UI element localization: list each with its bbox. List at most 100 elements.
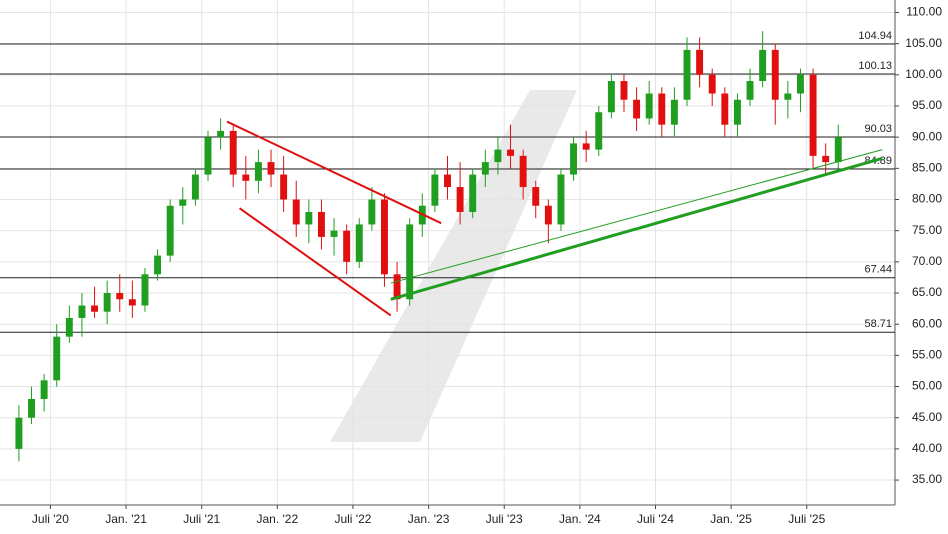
candle-body [595, 112, 603, 150]
x-tick-label: Jan. '25 [710, 512, 752, 526]
candle-body [683, 49, 691, 100]
x-tick-label: Jan. '22 [256, 512, 298, 526]
candle-body [355, 224, 363, 262]
trend-line [238, 207, 392, 317]
candle-body [746, 81, 754, 100]
candle-body [822, 155, 830, 163]
y-tick-label: 100.00 [905, 67, 942, 81]
candle-body [570, 143, 578, 175]
y-tick-label: 65.00 [912, 285, 942, 299]
candle-body [280, 174, 288, 200]
candle-body [191, 174, 199, 200]
y-tick-label: 80.00 [912, 192, 942, 206]
x-tick-label: Juli '22 [334, 512, 371, 526]
x-tick-label: Juli '25 [788, 512, 825, 526]
candle-body [431, 174, 439, 206]
candle-body [204, 137, 212, 175]
candle-body [65, 317, 73, 337]
candle-body [217, 130, 225, 138]
candle-body [368, 199, 376, 225]
candle-body [670, 99, 678, 125]
candle-body [343, 230, 351, 262]
candle-body [771, 49, 779, 100]
x-tick-label: Juli '24 [637, 512, 674, 526]
candle-body [393, 274, 401, 300]
candle-body [532, 187, 540, 206]
trend-line [390, 149, 883, 284]
candle-body [519, 155, 527, 188]
candle-body [166, 205, 174, 256]
x-tick-label: Juli '23 [486, 512, 523, 526]
candle-body [406, 224, 414, 300]
candle-body [507, 149, 514, 156]
candle-body [796, 74, 804, 94]
candle-body [557, 174, 565, 225]
candle-body [15, 417, 23, 449]
y-tick-label: 90.00 [912, 129, 942, 143]
x-tick-label: Juli '21 [183, 512, 220, 526]
candle-body [607, 81, 615, 113]
candle-body [242, 174, 250, 181]
trend-line [226, 120, 442, 225]
candle-body [116, 293, 124, 300]
candle-body [292, 199, 300, 225]
x-tick-label: Jan. '21 [105, 512, 147, 526]
y-tick-label: 110.00 [906, 5, 942, 19]
candle-body [759, 49, 767, 82]
candle-body [733, 99, 741, 125]
candle-body [696, 49, 704, 75]
candle-body [254, 162, 262, 181]
level-label: 100.13 [858, 60, 892, 72]
level-label: 104.94 [858, 30, 892, 42]
y-tick-label: 60.00 [912, 316, 942, 330]
candle-body [620, 81, 628, 100]
y-tick-label: 70.00 [912, 254, 942, 268]
candle-body [381, 199, 388, 275]
level-label: 90.03 [864, 123, 892, 135]
candle-body [708, 74, 716, 94]
y-tick-label: 75.00 [912, 223, 942, 237]
candle-body [154, 255, 162, 275]
candle-body [229, 130, 237, 175]
candle-body [721, 93, 729, 125]
candle-body [78, 305, 86, 318]
y-tick-label: 35.00 [912, 472, 942, 486]
candle-body [645, 93, 653, 119]
y-tick-label: 95.00 [912, 98, 942, 112]
candle-body [128, 299, 136, 306]
level-label: 67.44 [864, 264, 892, 276]
candle-body [179, 199, 187, 206]
candle-body [330, 230, 338, 237]
candle-body [317, 211, 325, 237]
y-tick-label: 55.00 [912, 348, 942, 362]
candle-body [784, 93, 792, 100]
candle-body [28, 399, 35, 418]
y-tick-label: 45.00 [912, 410, 942, 424]
candle-body [53, 336, 61, 381]
x-tick-label: Jan. '23 [408, 512, 450, 526]
candle-body [469, 174, 477, 212]
candle-body [141, 274, 149, 306]
candle-body [305, 211, 313, 225]
y-tick-label: 40.00 [912, 441, 942, 455]
y-tick-label: 105.00 [905, 36, 942, 50]
candle-body [809, 74, 817, 156]
level-label: 58.71 [864, 318, 892, 330]
candle-body [658, 93, 666, 125]
trend-line [390, 156, 883, 301]
candle-body [481, 162, 489, 175]
x-tick-label: Jan. '24 [559, 512, 601, 526]
candle-body [91, 305, 99, 312]
candle-body [40, 380, 48, 400]
candle-body [494, 149, 502, 163]
candle-body [444, 174, 451, 188]
candle-body [834, 137, 842, 163]
candle-body [456, 187, 464, 212]
candle-body [633, 99, 641, 119]
candle-body [267, 162, 275, 175]
y-tick-label: 85.00 [912, 161, 942, 175]
x-tick-label: Juli '20 [32, 512, 69, 526]
y-tick-label: 50.00 [912, 379, 942, 393]
